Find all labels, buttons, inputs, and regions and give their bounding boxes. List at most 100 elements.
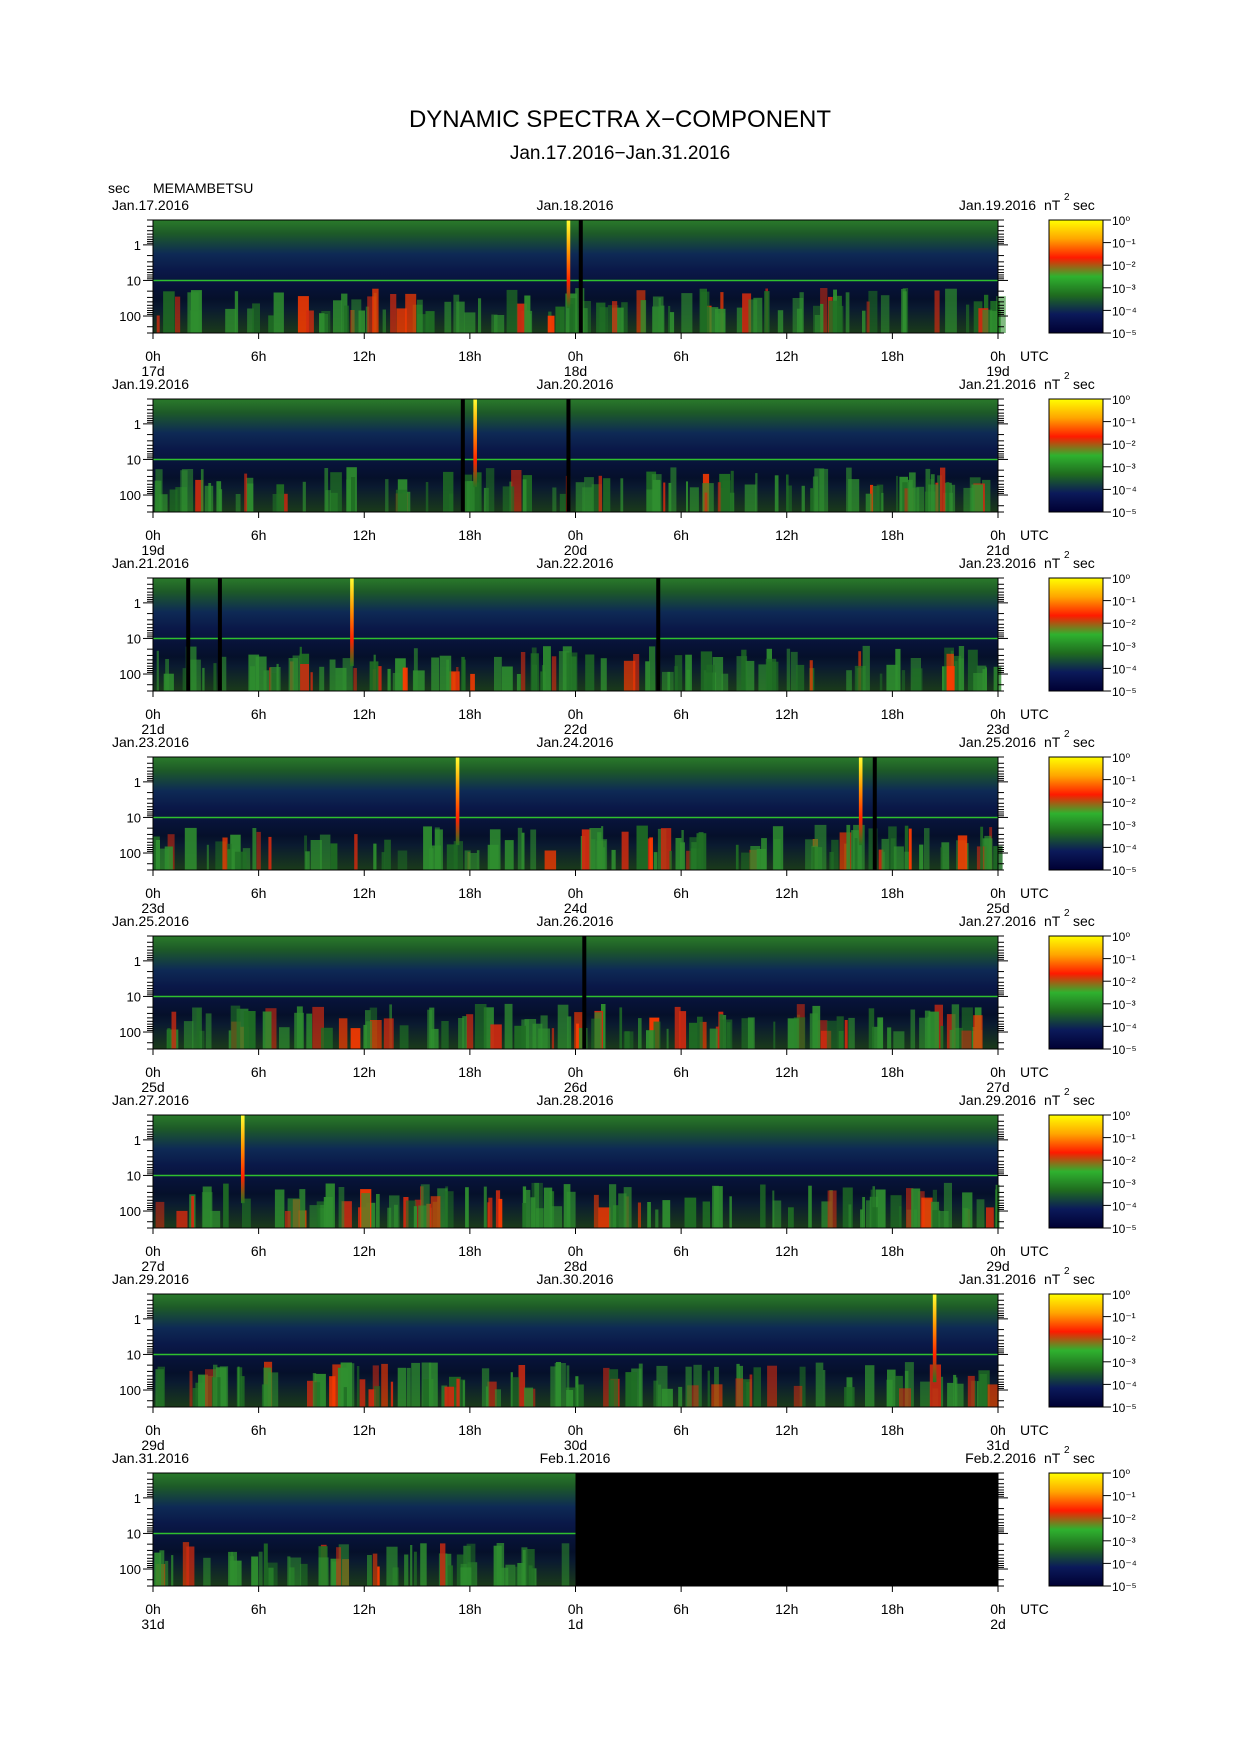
activity-patch — [598, 1207, 611, 1228]
y-tick-label: 10 — [127, 989, 141, 1004]
x-tick-label: 0h — [568, 885, 584, 901]
x-tick-label: 0h — [990, 706, 1006, 722]
activity-patch — [353, 668, 357, 691]
colorbar-unit-sup: 2 — [1064, 729, 1070, 740]
x-tick-label: 0h — [145, 527, 161, 543]
activity-patch — [180, 470, 188, 512]
activity-patch — [465, 1187, 469, 1228]
activity-patch — [476, 850, 480, 870]
activity-patch — [576, 1023, 579, 1049]
colorbar-tick-label: 10⁻⁵ — [1112, 1580, 1137, 1594]
activity-patch — [215, 841, 226, 870]
activity-patch — [338, 1018, 348, 1049]
colorbar-tick-label: 10⁰ — [1112, 751, 1130, 765]
activity-patch — [656, 1365, 668, 1407]
activity-patch — [982, 309, 993, 333]
y-tick-label: 10 — [127, 631, 141, 646]
activity-patch — [343, 1387, 347, 1407]
x-tick-label: 6h — [673, 527, 689, 543]
activity-patch — [967, 649, 978, 691]
activity-patch — [287, 1556, 291, 1586]
x-tick-label: 0h — [568, 1601, 584, 1617]
colorbar-tick-label: 10⁻² — [1112, 1512, 1136, 1526]
activity-patch — [940, 847, 943, 870]
y-tick-label: 1 — [134, 775, 141, 790]
colorbar-tick-label: 10⁻⁵ — [1112, 1401, 1137, 1415]
data-gap-strip — [217, 578, 222, 691]
activity-patch — [786, 648, 791, 691]
activity-patch — [674, 655, 683, 691]
day-label: 28d — [564, 1258, 587, 1274]
activity-patch — [434, 827, 440, 870]
activity-patch — [882, 851, 885, 870]
activity-patch — [986, 1207, 994, 1228]
activity-patch — [820, 303, 824, 333]
panel-mid-date: Feb.1.2016 — [540, 1450, 611, 1466]
activity-patch — [872, 486, 880, 512]
activity-patch — [846, 467, 852, 512]
activity-patch — [836, 305, 844, 333]
y-tick-label: 100 — [119, 846, 141, 861]
y-tick-label: 1 — [134, 1491, 141, 1506]
activity-patch — [372, 288, 379, 333]
x-tick-label: 6h — [673, 1422, 689, 1438]
x-tick-label: 12h — [775, 1422, 798, 1438]
x-tick-label: 6h — [251, 1243, 267, 1259]
activity-patch — [213, 663, 217, 691]
activity-patch — [425, 311, 435, 333]
activity-patch — [700, 651, 713, 691]
page-subtitle: Jan.17.2016−Jan.31.2016 — [509, 143, 731, 164]
activity-patch — [462, 1380, 465, 1407]
colorbar-unit-label: nT — [1044, 197, 1061, 213]
colorbar-tick-label: 10⁰ — [1112, 393, 1130, 407]
activity-patch — [504, 840, 514, 870]
x-tick-label: 6h — [251, 348, 267, 364]
activity-patch — [219, 1366, 229, 1407]
activity-patch — [333, 300, 342, 333]
day-label: 25d — [986, 900, 1009, 916]
activity-patch — [488, 1197, 493, 1228]
colorbar: 10⁰ 10⁻¹ 10⁻² 10⁻³ 10⁻⁴ 10⁻⁵ nT 2 sec — [1044, 729, 1137, 878]
colorbar-unit-sup: 2 — [1064, 192, 1070, 203]
activity-patch — [551, 656, 557, 691]
activity-patch — [623, 660, 636, 691]
panel-mid-date: Jan.26.2016 — [536, 913, 613, 929]
activity-patch — [342, 658, 353, 691]
activity-patch — [749, 1374, 753, 1407]
activity-patch — [171, 1011, 177, 1049]
colorbar-tick-label: 10⁻⁵ — [1112, 1043, 1137, 1057]
colorbar-tick-label: 10⁻⁵ — [1112, 685, 1137, 699]
activity-patch — [755, 473, 758, 512]
activity-patch — [263, 1367, 272, 1407]
activity-patch — [464, 312, 476, 333]
activity-patch — [893, 846, 904, 870]
x-tick-label: 6h — [673, 1601, 689, 1617]
activity-patch — [611, 849, 616, 870]
activity-patch — [427, 1009, 433, 1049]
activity-patch — [684, 1197, 697, 1228]
x-tick-label: 6h — [251, 1064, 267, 1080]
spectrogram-panel: Jan.21.2016 Jan.22.2016 Jan.23.2016 1 10 100 0… — [112, 550, 1137, 737]
activity-patch — [687, 1385, 699, 1407]
activity-patch — [747, 1017, 755, 1049]
colorbar-tick-label: 10⁻⁴ — [1112, 1199, 1137, 1213]
activity-patch — [187, 292, 199, 333]
activity-patch — [653, 1021, 661, 1049]
activity-patch — [498, 1198, 503, 1228]
activity-patch — [358, 310, 365, 333]
x-unit-label: UTC — [1020, 527, 1049, 543]
x-tick-label: 18h — [458, 1243, 481, 1259]
activity-patch — [410, 1545, 413, 1586]
activity-patch — [594, 1012, 602, 1049]
activity-patch — [319, 313, 325, 333]
activity-patch — [814, 824, 827, 870]
x-tick-label: 0h — [568, 706, 584, 722]
activity-patch — [655, 1209, 659, 1228]
activity-patch — [924, 828, 930, 870]
activity-patch — [557, 1004, 569, 1049]
activity-patch — [263, 1543, 268, 1586]
colorbar-unit-label: nT — [1044, 734, 1061, 750]
x-tick-label: 6h — [673, 885, 689, 901]
panel-mid-date: Jan.28.2016 — [536, 1092, 613, 1108]
